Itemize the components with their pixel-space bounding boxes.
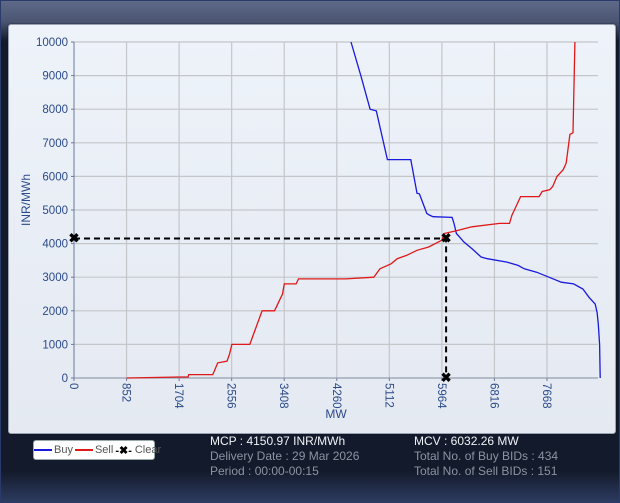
x-tick-label: 852 bbox=[120, 383, 132, 402]
mcp-value: MCP : 4150.97 INR/MWh bbox=[210, 434, 346, 448]
y-tick-label: 1000 bbox=[42, 339, 68, 351]
clear-line bbox=[74, 237, 448, 378]
x-tick-label: 5964 bbox=[435, 383, 447, 409]
x-tick-label: 3408 bbox=[277, 383, 289, 409]
legend-sell-label: Sell bbox=[94, 444, 114, 456]
x-tick-label: 6816 bbox=[487, 383, 499, 409]
chart-legend: Buy Sell -✖- Clear bbox=[33, 440, 161, 460]
clear-marker-icon: ✖ bbox=[441, 370, 452, 385]
buy-line-icon bbox=[34, 449, 52, 451]
sell-curve bbox=[126, 41, 576, 379]
x-tick-label: 7668 bbox=[540, 383, 552, 409]
chart-panel bbox=[8, 24, 616, 434]
y-tick-label: 7000 bbox=[42, 138, 68, 150]
legend-sell: Sell bbox=[74, 444, 114, 456]
info-left: MCP : 4150.97 INR/MWh Delivery Date : 29… bbox=[210, 434, 359, 479]
x-axis-label: MW bbox=[325, 407, 347, 421]
mcv-value: MCV : 6032.26 MW bbox=[414, 434, 519, 448]
legend-buy: Buy bbox=[34, 444, 73, 456]
delivery-date: Delivery Date : 29 Mar 2026 bbox=[210, 449, 360, 463]
x-tick-label: 1704 bbox=[172, 383, 184, 409]
sell-line-icon bbox=[74, 449, 93, 451]
y-tick-label: 10000 bbox=[36, 37, 68, 49]
y-tick-label: 8000 bbox=[42, 104, 68, 116]
y-tick-label: 3000 bbox=[42, 272, 68, 284]
y-tick-label: 2000 bbox=[42, 306, 68, 318]
buy-curve bbox=[350, 41, 601, 379]
y-tick-label: 5000 bbox=[42, 205, 68, 217]
info-right: MCV : 6032.26 MW Total No. of Buy BIDs :… bbox=[414, 434, 558, 479]
x-tick-label: 5112 bbox=[382, 383, 394, 408]
clear-marker-icon: -✖- bbox=[115, 444, 132, 457]
legend-buy-label: Buy bbox=[54, 444, 73, 456]
y-tick-label: 4000 bbox=[42, 239, 68, 251]
x-tick-label: 2556 bbox=[225, 383, 237, 409]
legend-clear: -✖- Clear bbox=[115, 444, 161, 457]
clear-marker-icon: ✖ bbox=[441, 231, 452, 246]
y-tick-label: 9000 bbox=[42, 71, 68, 83]
x-tick-label: 0 bbox=[67, 383, 79, 389]
y-tick-label: 6000 bbox=[42, 171, 68, 183]
y-axis-label: INR/MWh bbox=[19, 174, 33, 226]
legend-clear-label: Clear bbox=[134, 444, 162, 456]
bid-curve-chart: 0 1000 2000 3000 4000 5000 6000 7000 8000 9000 100… bbox=[19, 37, 601, 421]
x-tick-label: 4260 bbox=[330, 383, 342, 409]
total-sell-bids: Total No. of Sell BIDs : 151 bbox=[414, 464, 558, 478]
period: Period : 00:00-00:15 bbox=[210, 464, 319, 478]
clear-marker-icon: ✖ bbox=[69, 231, 80, 246]
total-buy-bids: Total No. of Buy BIDs : 434 bbox=[414, 449, 559, 463]
y-tick-label: 0 bbox=[62, 373, 68, 385]
